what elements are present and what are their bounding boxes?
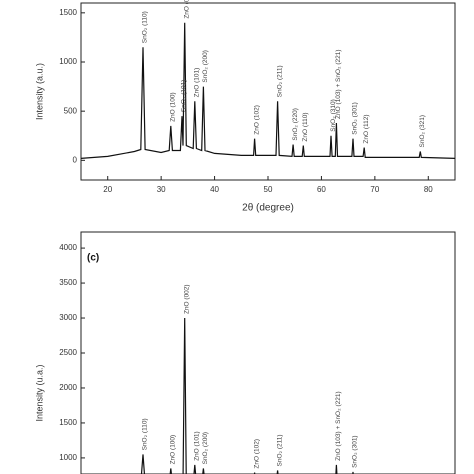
y-axis-label: Intensity (a.u.) [34, 63, 44, 120]
peak-annotation: SnO₂ (220) [292, 108, 299, 141]
plot-area [140, 317, 354, 474]
y-tick-label: 3000 [59, 313, 77, 322]
peak-annotation: ZnO (110) [302, 112, 309, 141]
y-tick-label: 1000 [59, 453, 77, 462]
peak-annotation: SnO₂ (321) [419, 115, 426, 148]
peak-annotation: SnO₂ (310) [330, 99, 337, 132]
xrd-line [80, 22, 456, 159]
y-tick-label: 1500 [59, 418, 77, 427]
x-tick-label: 40 [210, 185, 219, 194]
peak-annotation: SnO₂ (200) [202, 432, 209, 465]
x-axis-label: 2θ (degree) [242, 203, 294, 214]
peak-annotation: ZnO (112) [363, 114, 370, 143]
y-tick-label: 1500 [59, 8, 77, 17]
x-tick-label: 70 [370, 185, 379, 194]
y-tick-label: 4000 [59, 243, 77, 252]
peak-annotation: SnO₂ (211) [276, 65, 283, 97]
peak-annotation: ZnO (002) [183, 0, 190, 19]
y-tick-label: 0 [73, 155, 78, 164]
peak-annotation: ZnO (103) + SnO₂ (221) [335, 49, 342, 119]
peak-annotation: SnO₂ (301) [352, 435, 359, 468]
x-tick-label: 30 [157, 185, 166, 194]
panel-label: (c) [87, 253, 99, 264]
peak-annotation: SnO₂ (110) [142, 11, 149, 43]
xrd-line [140, 317, 354, 474]
peak-annotation: ZnO (102) [253, 105, 260, 135]
peak-annotation: SnO₂ (110) [142, 418, 149, 450]
y-tick-label: 2500 [59, 348, 77, 357]
x-tick-label: 80 [424, 185, 433, 194]
peak-annotation: SnO₂ (301) [352, 102, 359, 135]
peak-annotation: ZnO (103) + SnO₂ (221) [335, 391, 342, 461]
peak-annotation: ZnO (101) [194, 68, 201, 98]
plot-area [80, 22, 456, 159]
x-tick-label: 60 [317, 185, 326, 194]
x-tick-label: 20 [103, 185, 112, 194]
peak-annotation: ZnO (002) [183, 284, 190, 314]
y-tick-label: 2000 [59, 383, 77, 392]
y-tick-label: 3500 [59, 278, 77, 287]
plot-frame [80, 2, 456, 181]
x-tick-label: 50 [264, 185, 273, 194]
y-tick-label: 1000 [59, 57, 77, 66]
y-tick-label: 500 [64, 106, 78, 115]
peak-annotation: ZnO (101) [194, 431, 201, 461]
peak-annotation: SnO₂ (211) [276, 434, 283, 466]
peak-annotation: SnO₂ (101) [181, 80, 188, 113]
peak-annotation: SnO₂ (200) [202, 50, 209, 83]
peak-annotation: ZnO (102) [253, 439, 260, 469]
peak-annotation: ZnO (100) [169, 92, 176, 122]
y-axis-label: Intensity (u.a.) [34, 364, 44, 421]
plot-frame [80, 231, 456, 474]
peak-annotation: ZnO (100) [169, 435, 176, 465]
